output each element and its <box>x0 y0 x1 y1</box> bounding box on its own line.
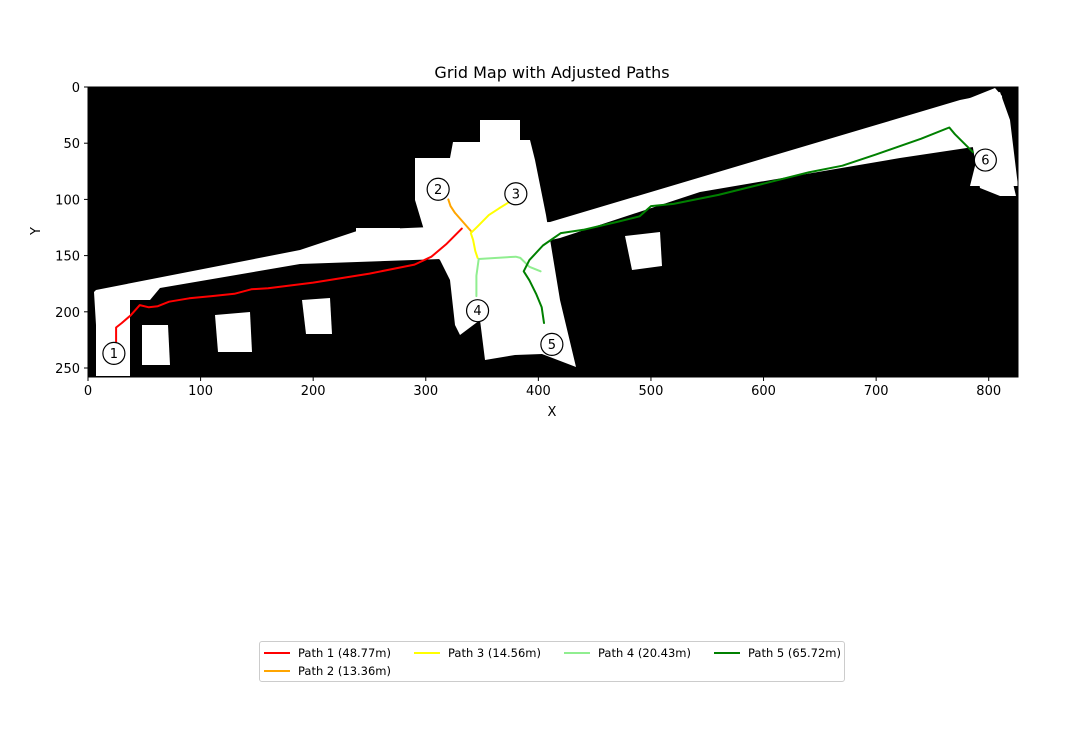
free-space-room-left <box>356 228 402 250</box>
legend-label-path-1: Path 1 (48.77m) <box>298 646 391 660</box>
marker-circle-2 <box>426 177 450 201</box>
chart-title: Grid Map with Adjusted Paths <box>434 63 669 82</box>
legend-label-path-4: Path 4 (20.43m) <box>598 646 691 660</box>
marker-circle-4 <box>465 299 490 323</box>
path-lines <box>115 126 974 345</box>
path-line-4 <box>475 255 542 298</box>
x-tick-label: 200 <box>301 384 326 399</box>
free-space-patch-1 <box>142 325 170 365</box>
marker-label-3: 3 <box>512 187 520 202</box>
legend-swatch-path-1 <box>264 652 290 654</box>
path-line-2 <box>447 198 472 232</box>
free-space-patch-2 <box>215 312 252 352</box>
path-markers: 1 2 3 4 5 6 <box>102 148 997 365</box>
plot-frame <box>87 86 1019 378</box>
x-tick-label: 100 <box>188 384 213 399</box>
marker-label-5: 5 <box>548 338 556 353</box>
legend-swatch-path-3 <box>414 652 440 654</box>
legend-item-path-3: Path 3 (14.56m) <box>414 645 541 661</box>
legend-swatch-path-4 <box>564 652 590 654</box>
legend-label-path-2: Path 2 (13.36m) <box>298 664 391 678</box>
free-space-room-center <box>415 120 576 367</box>
legend-item-path-1: Path 1 (48.77m) <box>264 645 391 661</box>
y-axis-label: Y <box>29 227 44 236</box>
x-tick-label: 300 <box>413 384 438 399</box>
y-axis-ticks: 0 50 100 150 200 250 <box>55 81 88 377</box>
path-line-1 <box>115 227 463 345</box>
free-space-main-corridor <box>94 92 1018 376</box>
y-tick-label: 50 <box>63 137 80 152</box>
x-tick-label: 400 <box>526 384 551 399</box>
x-axis-ticks: 0 100 200 300 400 500 600 700 800 <box>84 377 1001 399</box>
free-space-room-mid <box>625 232 662 270</box>
path-line-3 <box>469 201 509 259</box>
y-tick-label: 150 <box>55 250 80 265</box>
marker-circle-6 <box>973 148 997 172</box>
legend-item-path-5: Path 5 (65.72m) <box>714 645 841 661</box>
plot-area: 1 2 3 4 5 6 <box>87 86 1019 378</box>
free-space-regions <box>94 88 1018 376</box>
y-tick-label: 250 <box>55 362 80 377</box>
legend-swatch-path-2 <box>264 670 290 672</box>
y-tick-label: 200 <box>55 306 80 321</box>
marker-circle-3 <box>504 182 528 206</box>
legend-item-path-4: Path 4 (20.43m) <box>564 645 691 661</box>
marker-circle-5 <box>540 332 564 357</box>
marker-circle-1 <box>102 341 126 365</box>
legend-item-path-2: Path 2 (13.36m) <box>264 663 391 679</box>
x-axis-label: X <box>548 405 557 420</box>
y-tick-label: 0 <box>72 81 80 96</box>
marker-label-6: 6 <box>981 154 989 169</box>
free-space-right-end <box>965 88 1016 196</box>
x-tick-label: 600 <box>751 384 776 399</box>
legend-label-path-3: Path 3 (14.56m) <box>448 646 541 660</box>
legend-swatch-path-5 <box>714 652 740 654</box>
marker-label-4: 4 <box>473 304 481 319</box>
y-tick-label: 100 <box>55 193 80 208</box>
free-space-patch-3 <box>302 298 332 334</box>
legend: Path 1 (48.77m) Path 2 (13.36m) Path 3 (… <box>259 641 845 682</box>
x-tick-label: 800 <box>976 384 1001 399</box>
marker-label-2: 2 <box>434 183 442 198</box>
legend-label-path-5: Path 5 (65.72m) <box>748 646 841 660</box>
path-line-5 <box>522 126 974 324</box>
marker-label-1: 1 <box>110 347 118 362</box>
x-tick-label: 500 <box>639 384 664 399</box>
x-tick-label: 700 <box>864 384 889 399</box>
x-tick-label: 0 <box>84 384 92 399</box>
